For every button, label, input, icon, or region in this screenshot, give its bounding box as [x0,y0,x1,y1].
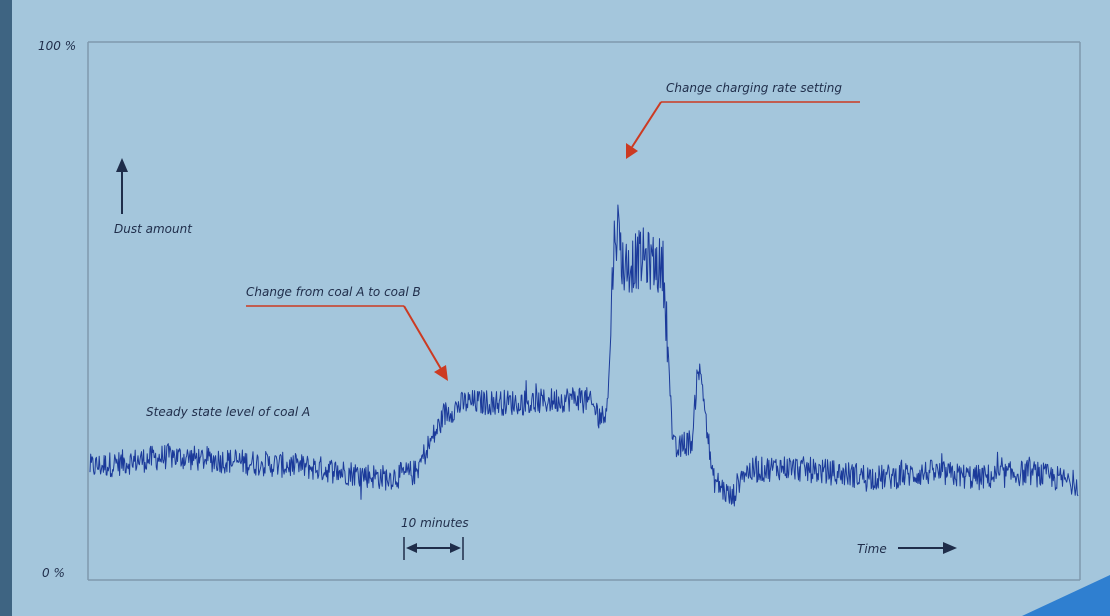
left-side-bar [0,0,12,616]
annotation-coal-change-arrow-head [434,365,448,381]
series-line-dust [89,204,1079,507]
y-tick-label-top: 100 % [38,39,76,53]
y-axis-label: Dust amount [114,222,193,236]
y-label-up-arrow-head [116,158,128,172]
annotation-coal-change-arrow-shaft [403,305,442,370]
annotation-coal-change: Change from coal A to coal B [246,285,421,299]
x-axis-label: Time [857,542,887,556]
time-scale-arrow-left [406,543,417,553]
annotation-charging-rate-arrow-head [626,143,638,159]
time-scale-arrow-right [450,543,461,553]
x-label-arrow-head [943,542,957,554]
y-tick-label-bottom: 0 % [42,566,65,580]
annotation-charging-rate: Change charging rate setting [666,81,842,95]
annotation-charging-rate-arrow-shaft [631,101,662,148]
time-scale-label: 10 minutes [401,516,469,530]
corner-decoration [1022,575,1110,616]
annotation-steady-state: Steady state level of coal A [146,405,310,419]
